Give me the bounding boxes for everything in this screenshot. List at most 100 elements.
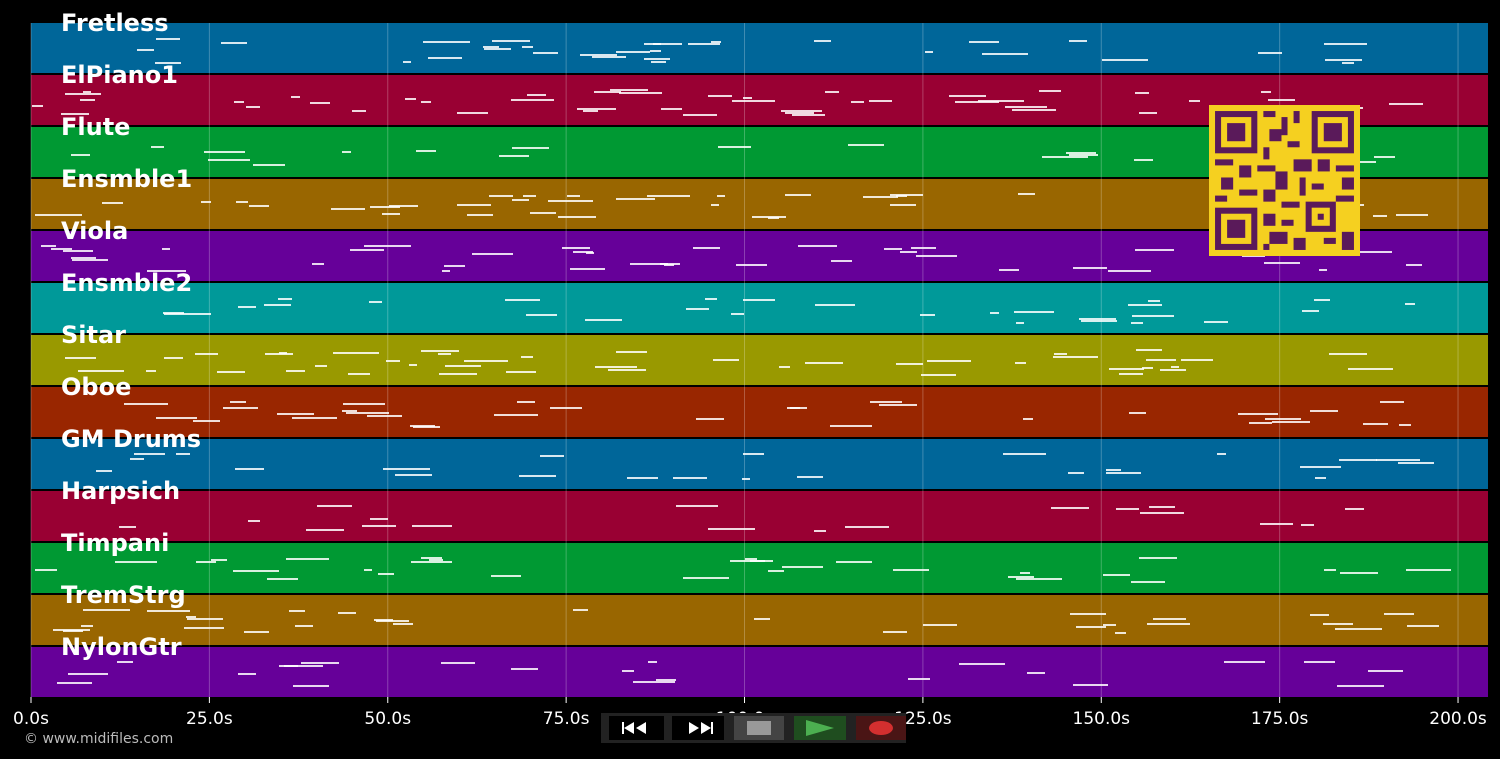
note (315, 365, 327, 367)
note (286, 370, 305, 372)
note (526, 314, 557, 316)
note (1261, 91, 1271, 93)
note (798, 245, 837, 247)
track-lane[interactable] (31, 283, 1488, 333)
note (893, 569, 929, 571)
note (63, 250, 93, 252)
note (653, 43, 682, 45)
track-label: ElPiano1 (61, 61, 178, 89)
note (585, 319, 622, 321)
note (277, 413, 314, 415)
note (990, 312, 999, 314)
note (676, 505, 718, 507)
note (1053, 356, 1098, 358)
note (176, 453, 190, 455)
note (743, 97, 752, 99)
note (71, 154, 90, 156)
note (673, 477, 707, 479)
note (616, 351, 647, 353)
note (1015, 362, 1026, 364)
fast-forward-icon (689, 722, 713, 734)
note (787, 407, 800, 409)
note (1171, 366, 1179, 368)
note (348, 373, 370, 375)
note (1039, 90, 1061, 92)
note (467, 214, 493, 216)
track-lane[interactable] (31, 335, 1488, 385)
note (1140, 512, 1184, 514)
note (792, 114, 825, 116)
note (750, 560, 765, 562)
record-button[interactable] (856, 716, 906, 740)
note-marks (53, 609, 1439, 634)
note (1068, 472, 1084, 474)
note (1051, 507, 1089, 509)
note (130, 458, 144, 460)
note (464, 360, 508, 362)
note (208, 159, 250, 161)
note (1014, 311, 1054, 313)
note (592, 56, 626, 58)
note (72, 259, 108, 261)
note (570, 268, 605, 270)
note (1407, 625, 1439, 627)
note-marks (65, 349, 1393, 376)
note (117, 661, 133, 663)
note (717, 195, 725, 197)
note (785, 194, 811, 196)
note (1042, 156, 1088, 158)
note (201, 201, 211, 203)
note (1073, 684, 1108, 686)
note (1264, 262, 1300, 264)
note (162, 248, 170, 250)
tick-label: 125.0s (894, 709, 952, 729)
note (382, 213, 400, 215)
track-lane[interactable] (31, 595, 1488, 645)
note (925, 51, 933, 53)
note (661, 108, 682, 110)
note (512, 147, 549, 149)
note (499, 155, 529, 157)
note (491, 575, 521, 577)
note (797, 476, 823, 478)
track-label: Harpsich (61, 477, 181, 505)
note (248, 520, 260, 522)
note (863, 196, 898, 198)
note (845, 526, 889, 528)
note (1139, 112, 1157, 114)
note (527, 94, 546, 96)
note (278, 298, 292, 300)
track-lane[interactable] (31, 439, 1488, 489)
track-label: GM Drums (61, 425, 202, 453)
rewind-button[interactable] (609, 716, 664, 740)
track-lane[interactable] (31, 543, 1488, 593)
track-lane[interactable] (31, 23, 1488, 73)
note (1238, 413, 1278, 415)
note (595, 366, 637, 368)
track-lane[interactable] (31, 491, 1488, 541)
fast-forward-button[interactable] (672, 716, 724, 740)
note (521, 356, 533, 358)
note (223, 407, 258, 409)
note (134, 453, 165, 455)
note-marks (57, 661, 1403, 687)
note (1020, 572, 1030, 574)
note (342, 410, 357, 412)
qr-code-icon[interactable] (1209, 105, 1360, 256)
track-label: Oboe (61, 373, 132, 401)
note (211, 559, 227, 561)
note (186, 616, 196, 618)
note (955, 101, 999, 103)
piano-roll[interactable] (31, 23, 1488, 697)
note (416, 150, 436, 152)
note (204, 151, 245, 153)
track-lane[interactable] (31, 647, 1488, 697)
note (1003, 453, 1046, 455)
note (306, 529, 344, 531)
note (540, 455, 564, 457)
play-button[interactable] (794, 716, 846, 740)
track-lane[interactable] (31, 387, 1488, 437)
stop-button[interactable] (734, 716, 784, 740)
track-label: Viola (61, 217, 129, 245)
